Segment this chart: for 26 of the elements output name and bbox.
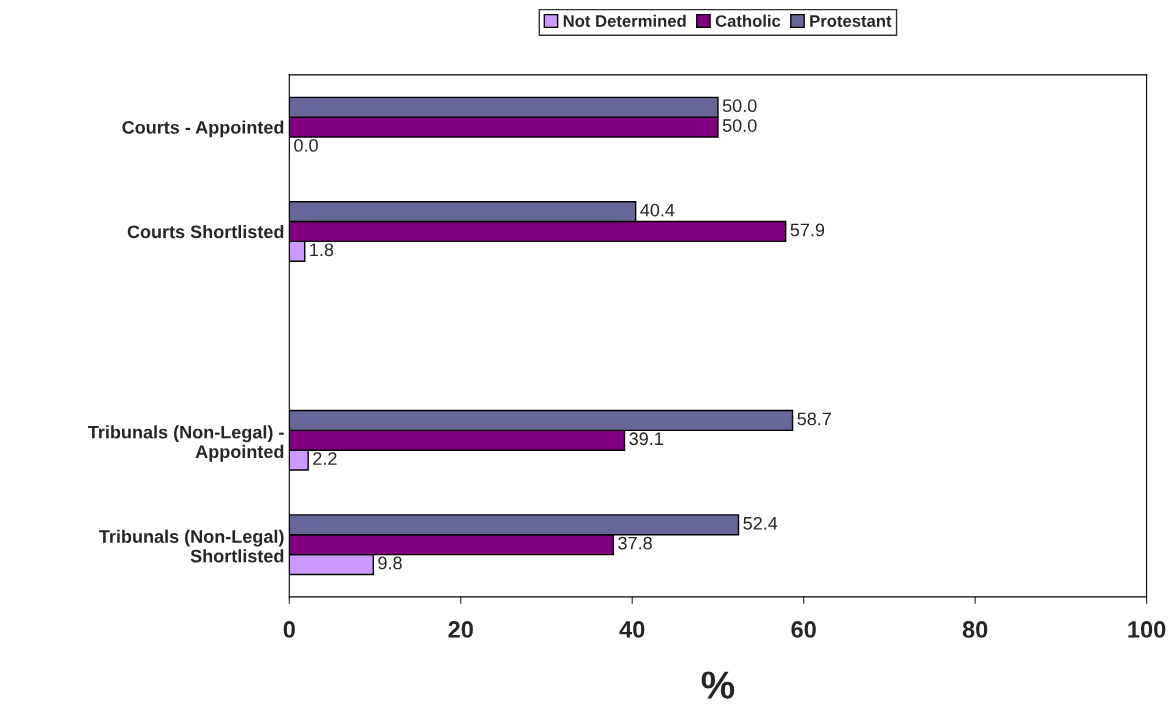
data-label: 57.9: [790, 223, 825, 237]
y-tick-label: Courts - Appointed: [122, 120, 284, 138]
x-tick-label: 40: [619, 621, 645, 638]
x-tick-label: 20: [448, 621, 473, 638]
data-label: 50.0: [722, 99, 757, 113]
data-label: 52.4: [743, 516, 778, 530]
x-tick-label: 100: [1128, 621, 1166, 638]
data-label: 58.7: [797, 412, 831, 426]
x-tick-label: 60: [791, 621, 816, 638]
data-label: 39.1: [629, 432, 663, 446]
legend-label: Catholic: [715, 14, 781, 27]
x-tick-label: 0: [283, 621, 295, 638]
data-label: 40.4: [640, 203, 675, 217]
data-label: 0.0: [294, 138, 318, 152]
y-tick-label: Courts Shortlisted: [127, 224, 284, 239]
data-label: 1.8: [310, 243, 334, 257]
data-label: 2.2: [313, 452, 337, 465]
y-tick-label: Tribunals (Non-Legal) - Appointed: [88, 425, 284, 462]
data-label: 50.0: [722, 119, 757, 132]
data-label: 37.8: [618, 536, 652, 550]
y-tick-label: Tribunals (Non-Legal) Shortlisted: [99, 529, 284, 563]
x-tick-label: 80: [962, 621, 988, 638]
x-axis-title: %: [701, 671, 735, 699]
legend-label: Protestant: [810, 15, 892, 27]
legend-label: Not Determined: [563, 14, 686, 27]
data-label: 9.8: [378, 556, 402, 570]
